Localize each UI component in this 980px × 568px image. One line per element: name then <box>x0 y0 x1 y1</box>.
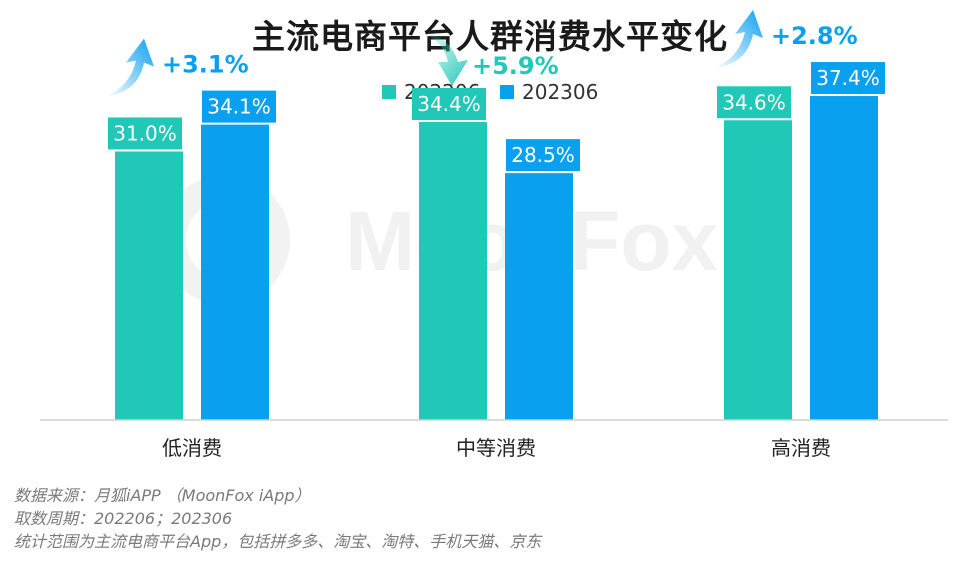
x-tick-label-0: 低消费 <box>162 436 222 460</box>
arrow-up-icon-2 <box>714 10 763 69</box>
change-label-2: +2.8% <box>771 22 858 50</box>
legend-swatch-202206 <box>382 85 396 99</box>
bar-202206-2 <box>724 120 792 420</box>
note-scope: 统计范围为主流电商平台App，包括拼多多、淘宝、淘特、手机天猫、京东 <box>14 532 542 551</box>
note-source: 数据来源：月狐iAPP （MoonFox iApp） <box>14 486 311 505</box>
data-label-202306-1: 28.5% <box>511 143 575 167</box>
change-label-1: +5.9% <box>472 52 559 80</box>
arrow-down-icon-1 <box>422 32 468 87</box>
data-label-box-202206-2 <box>717 86 791 119</box>
data-label-202206-2: 34.6% <box>722 90 786 114</box>
data-label-box-202306-1 <box>506 139 580 172</box>
data-label-box-202306-0 <box>202 90 276 123</box>
source-notes: 数据来源：月狐iAPP （MoonFox iApp） 取数周期：202206；2… <box>14 484 541 553</box>
data-label-202306-2: 37.4% <box>816 66 880 90</box>
data-label-box-202206-1 <box>412 88 486 121</box>
bar-202306-2 <box>810 96 878 421</box>
bar-202306-0 <box>201 124 269 420</box>
arrow-up-icon-0 <box>105 38 154 97</box>
bar-202206-1 <box>419 122 487 420</box>
note-period: 取数周期：202206；202306 <box>14 509 233 528</box>
legend-label-202306: 202306 <box>522 80 598 104</box>
data-label-202206-1: 34.4% <box>417 92 481 116</box>
data-label-202206-0: 31.0% <box>113 121 177 145</box>
change-label-0: +3.1% <box>162 51 249 79</box>
chart-title: 主流电商平台人群消费水平变化 <box>252 17 728 56</box>
x-tick-label-1: 中等消费 <box>456 436 536 460</box>
bar-202206-0 <box>115 151 183 420</box>
bar-202306-1 <box>505 173 573 420</box>
data-label-box-202306-2 <box>811 62 885 95</box>
data-label-202306-0: 34.1% <box>207 95 271 119</box>
data-label-box-202206-0 <box>108 117 182 150</box>
legend-swatch-202306 <box>500 85 514 99</box>
x-tick-label-2: 高消费 <box>771 436 831 460</box>
